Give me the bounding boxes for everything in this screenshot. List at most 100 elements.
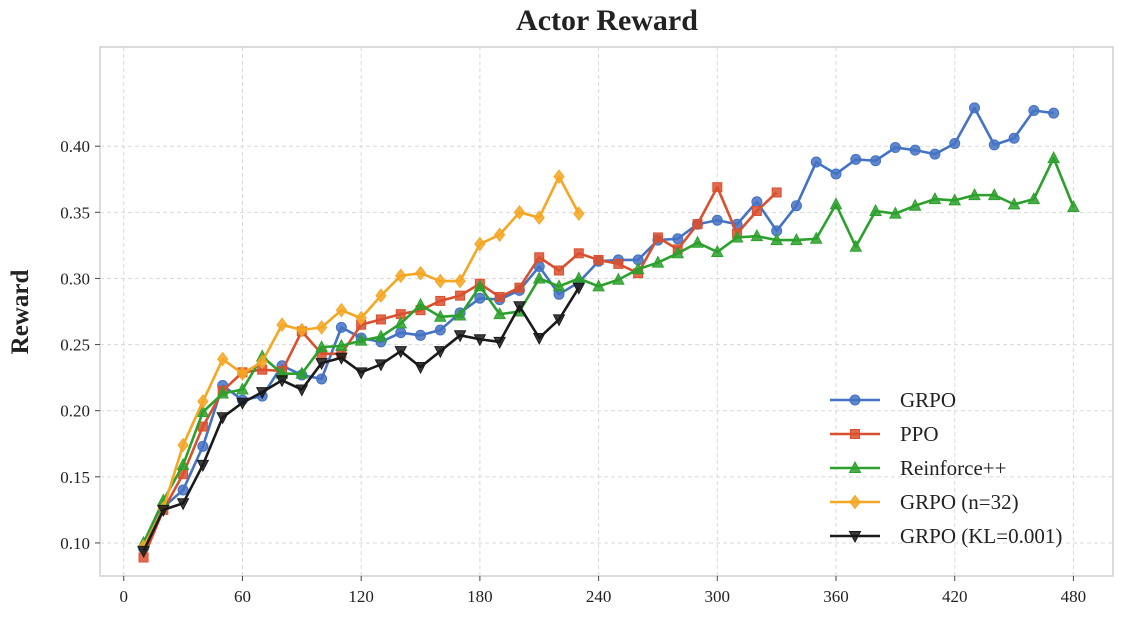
data-point [335,302,348,318]
data-point [573,248,584,259]
data-point [1027,192,1041,205]
data-point [216,386,229,399]
data-point [315,358,328,371]
data-point [948,193,962,206]
data-point [572,282,586,295]
data-point [513,204,526,220]
legend-marker [850,429,860,439]
data-point [532,332,546,346]
data-point [711,214,723,226]
data-point [137,545,150,558]
data-point [790,233,803,246]
y-tick-label: 0.40 [60,137,90,156]
data-point [196,404,210,418]
data-point [809,231,823,244]
data-point [473,334,487,347]
x-tick-label: 0 [119,587,128,606]
data-point [197,394,209,409]
data-point [651,255,665,268]
legend-marker [849,494,861,510]
data-point [375,314,386,325]
legend-label: PPO [900,422,939,446]
data-point [415,329,427,341]
data-point [1048,107,1060,119]
y-axis-ticks: 0.10 0.15 0.20 0.25 0.30 0.35 0.40 [60,137,100,553]
data-point [394,346,408,359]
legend-item-grpo-kl-0-001: GRPO (KL=0.001) [830,524,1062,548]
data-point [849,239,863,252]
data-point [554,265,565,276]
legend-item-ppo: PPO [830,422,939,446]
data-point [672,233,684,245]
data-point [176,498,190,511]
data-point [771,187,782,198]
data-point [691,235,704,248]
data-point [1007,197,1021,210]
data-point [889,142,901,154]
data-point [335,321,347,333]
data-point [493,336,506,349]
data-point [474,236,486,252]
data-point [354,333,368,346]
data-point [730,230,744,243]
data-point [434,324,446,336]
data-point [335,338,348,351]
data-point [671,246,685,259]
data-point [533,210,545,225]
legend-label: GRPO (n=32) [900,490,1019,514]
data-point [573,206,585,221]
data-point [295,384,309,397]
data-point [969,102,981,114]
x-tick-label: 60 [234,587,251,606]
data-point [750,229,764,242]
data-point [928,192,942,205]
series-grpo [138,102,1060,554]
data-point [433,309,447,322]
data-point [177,484,189,496]
data-point [255,387,269,400]
data-point [494,227,506,243]
data-point [256,354,268,370]
data-point [455,290,466,301]
data-point [929,148,941,160]
data-point [592,279,605,292]
data-point [532,271,546,284]
data-point [513,301,526,314]
y-axis-label: Reward [7,270,34,355]
legend-item-reinforce: Reinforce++ [830,456,1006,480]
y-tick-label: 0.20 [60,402,90,421]
legend-marker [849,394,861,406]
data-point [374,359,388,372]
y-tick-label: 0.15 [60,468,90,487]
data-point [197,440,209,452]
x-tick-label: 300 [705,587,731,606]
data-point [712,182,723,193]
data-point [593,254,604,265]
data-point [810,156,822,168]
data-point [552,279,566,292]
data-point [434,273,446,289]
data-point [275,375,289,388]
data-point [435,295,446,306]
data-point [454,273,466,289]
data-point [1067,199,1080,213]
legend-label: GRPO (KL=0.001) [900,524,1062,548]
data-point [414,297,427,310]
data-point [414,265,427,281]
data-point [889,206,902,219]
data-point [493,307,506,320]
plot-area-frame [99,46,1114,577]
legend: GRPO PPO Reinforce++ GRPO (n=32) GRPO (KL=0.… [830,388,1062,548]
x-tick-label: 120 [348,587,374,606]
data-point [1047,151,1060,164]
x-tick-label: 480 [1061,587,1087,606]
series-line-reinforce [142,156,1075,544]
data-point [751,205,762,216]
data-point [196,459,210,472]
y-tick-label: 0.10 [60,534,90,553]
data-point [296,322,308,338]
data-point [236,366,249,381]
data-point [414,362,427,375]
data-point [315,340,328,353]
legend-item-grpo-n-32: GRPO (n=32) [830,490,1019,514]
